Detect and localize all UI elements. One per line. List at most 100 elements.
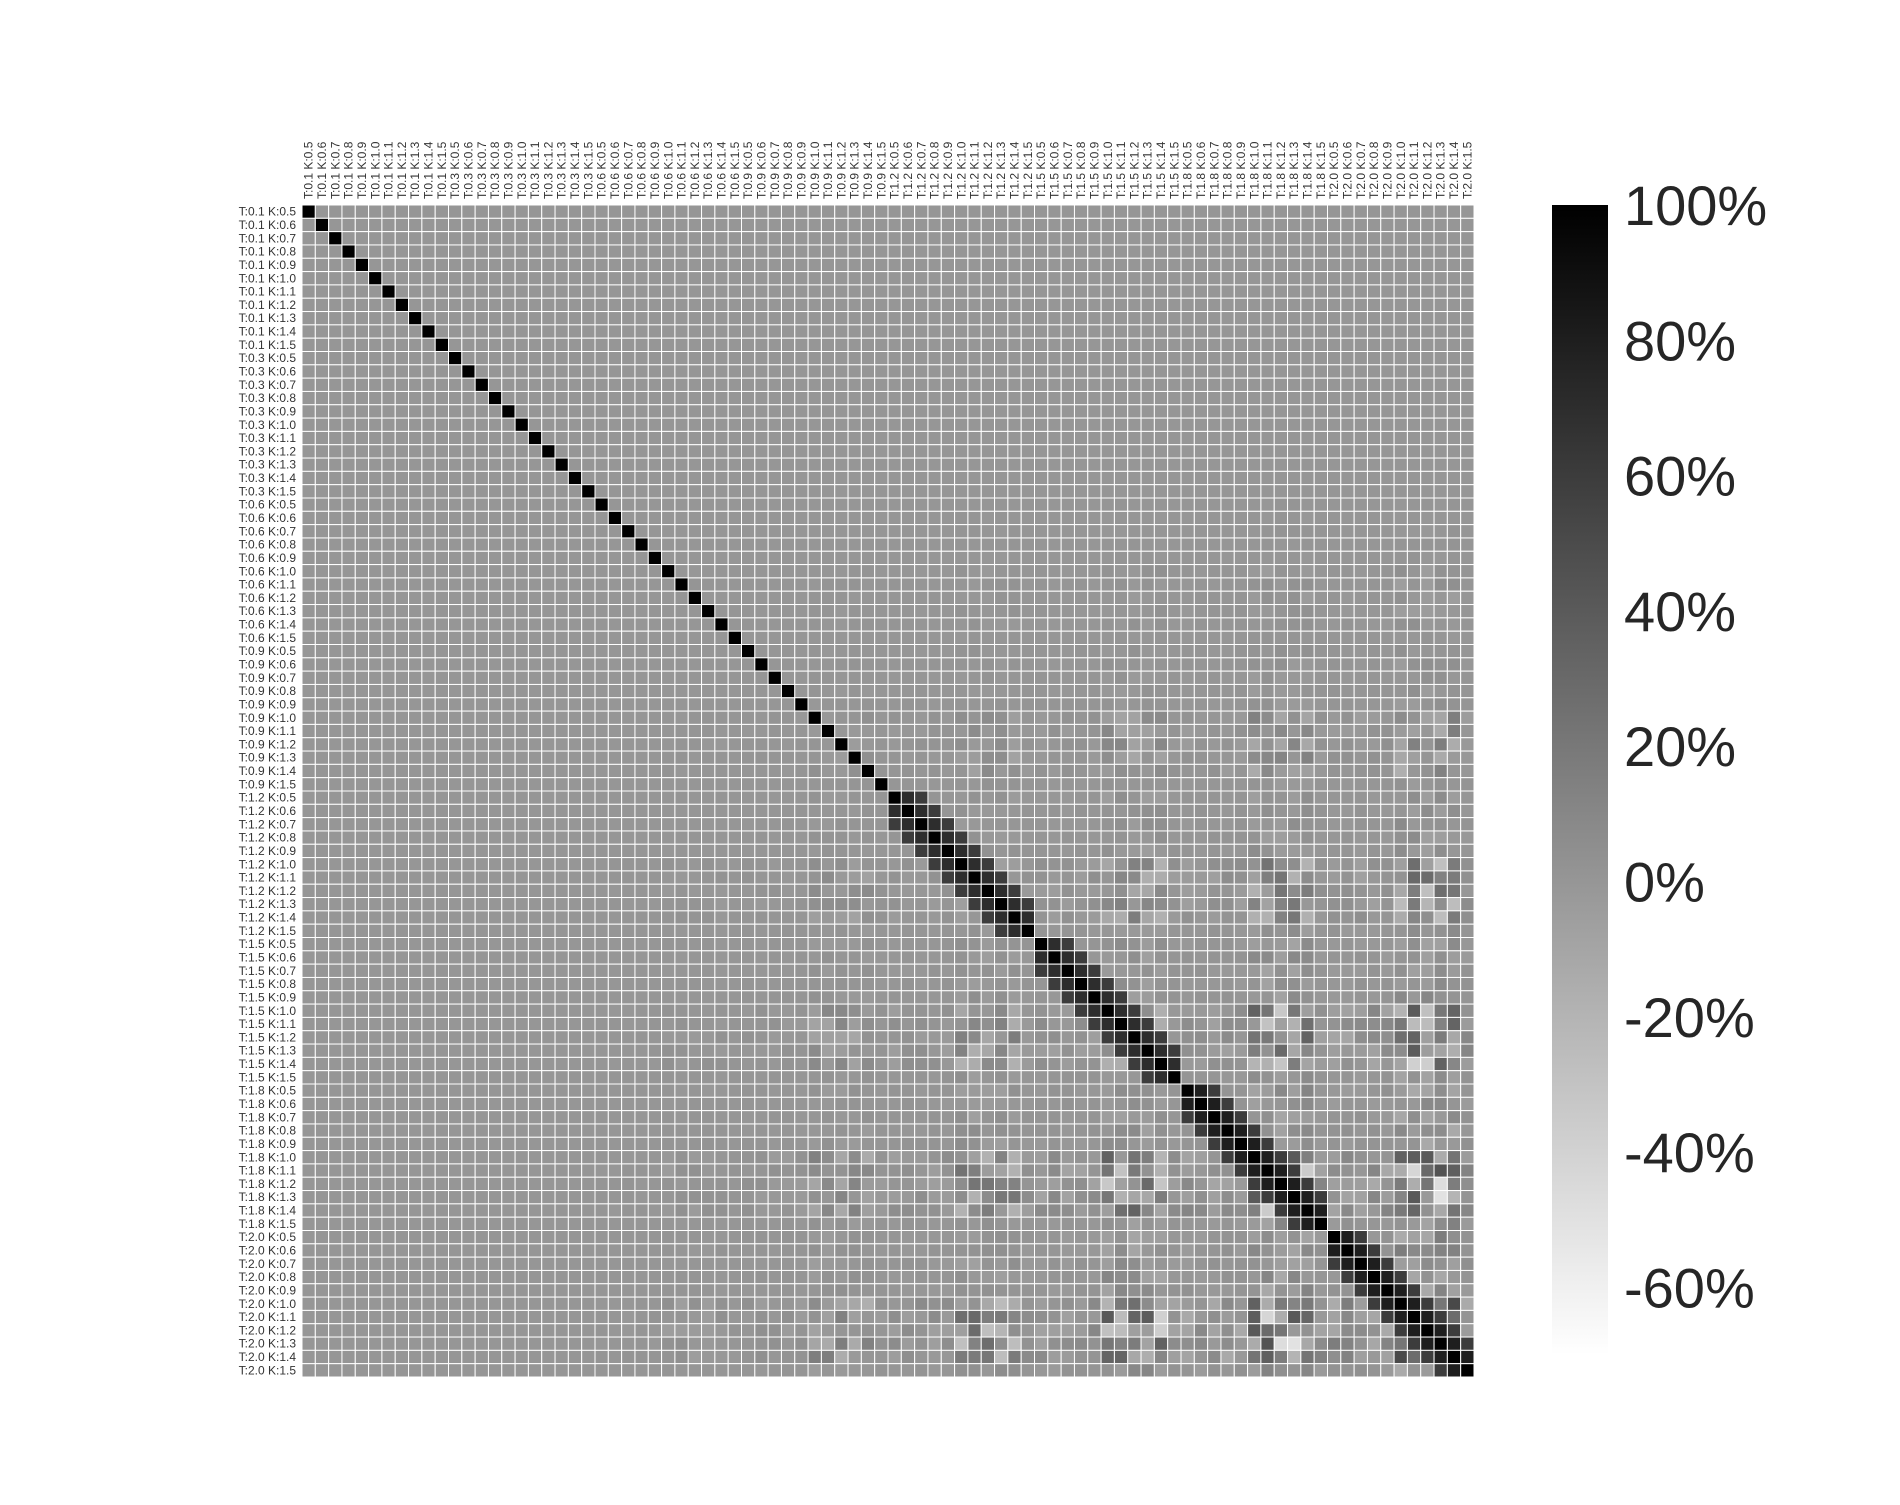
heatmap-cell	[1247, 510, 1262, 526]
heatmap-cell	[1100, 284, 1115, 299]
heatmap-cell	[341, 497, 356, 512]
heatmap-cell	[661, 897, 676, 912]
heatmap-cell	[714, 790, 729, 805]
heatmap-cell	[701, 457, 716, 472]
heatmap-cell	[1366, 910, 1382, 925]
heatmap-cell	[607, 763, 623, 779]
heatmap-cell	[1153, 763, 1169, 779]
heatmap-cell	[368, 777, 383, 792]
heatmap-cell	[807, 430, 822, 446]
heatmap-cell	[874, 337, 889, 352]
heatmap-cell	[621, 897, 636, 912]
heatmap-cell	[1273, 777, 1289, 792]
heatmap-cell	[940, 750, 956, 765]
heatmap-cell	[1153, 910, 1169, 925]
heatmap-cell	[741, 430, 756, 446]
heatmap-cell	[1366, 257, 1382, 273]
heatmap-cell	[780, 883, 796, 899]
heatmap-cell	[834, 723, 849, 739]
heatmap-cell	[727, 457, 742, 472]
heatmap-cell	[634, 510, 649, 526]
heatmap-cell	[1140, 297, 1155, 313]
heatmap-cell	[940, 590, 956, 606]
heatmap-cell	[567, 630, 583, 645]
heatmap-cell	[967, 763, 982, 779]
heatmap-cell	[1060, 484, 1075, 499]
heatmap-cell	[434, 737, 449, 752]
heatmap-cell	[368, 817, 383, 832]
heatmap-cell	[940, 204, 956, 219]
heatmap-cell	[900, 697, 916, 712]
heatmap-cell	[514, 710, 529, 725]
heatmap-cell	[501, 790, 516, 805]
heatmap-cell	[301, 897, 316, 912]
heatmap-cell	[634, 697, 649, 712]
heatmap-cell	[994, 777, 1009, 792]
heatmap-cell	[887, 204, 902, 219]
heatmap-cell	[1100, 803, 1115, 819]
heatmap-cell	[847, 777, 862, 792]
heatmap-cell	[1393, 910, 1408, 925]
heatmap-cell	[1406, 377, 1422, 392]
heatmap-cell	[328, 617, 343, 632]
heatmap-cell	[994, 497, 1009, 512]
heatmap-cell	[1433, 590, 1448, 606]
heatmap-cell	[541, 364, 556, 379]
heatmap-cell	[661, 590, 676, 606]
heatmap-cell	[554, 950, 569, 965]
heatmap-cell	[874, 857, 889, 872]
heatmap-cell	[514, 457, 529, 472]
heatmap-cell	[1233, 750, 1249, 765]
heatmap-cell	[1353, 351, 1368, 366]
heatmap-cell	[1193, 377, 1209, 392]
heatmap-cell	[1220, 777, 1235, 792]
heatmap-cell	[408, 590, 423, 606]
heatmap-cell	[687, 430, 703, 446]
heatmap-cell	[541, 404, 556, 419]
heatmap-cell	[914, 750, 929, 765]
heatmap-cell	[474, 444, 489, 459]
heatmap-cell	[714, 244, 729, 259]
heatmap-cell	[541, 577, 556, 592]
heatmap-cell	[1393, 923, 1408, 938]
heatmap-cell	[461, 683, 476, 699]
heatmap-cell	[1420, 470, 1435, 486]
heatmap-cell	[1127, 710, 1142, 725]
heatmap-cell	[741, 737, 756, 752]
heatmap-cell	[607, 564, 623, 579]
heatmap-cell	[1287, 537, 1302, 552]
heatmap-cell	[780, 737, 796, 752]
heatmap-cell	[1153, 737, 1169, 752]
heatmap-cell	[1034, 564, 1049, 579]
heatmap-cell	[967, 324, 982, 339]
heatmap-cell	[1047, 390, 1062, 406]
heatmap-cell	[1047, 790, 1062, 805]
heatmap-cell	[1340, 857, 1355, 872]
heatmap-cell	[1087, 790, 1102, 805]
heatmap-cell	[434, 377, 449, 392]
heatmap-cell	[1100, 390, 1115, 406]
heatmap-cell	[1020, 817, 1035, 832]
heatmap-cell	[474, 377, 489, 392]
heatmap-cell	[541, 950, 556, 965]
heatmap-cell	[1366, 737, 1382, 752]
heatmap-cell	[567, 937, 583, 952]
heatmap-cell	[1420, 910, 1435, 925]
heatmap-cell	[1034, 337, 1049, 352]
heatmap-cell	[1340, 697, 1355, 712]
heatmap-cell	[301, 683, 316, 699]
heatmap-cell	[967, 351, 982, 366]
heatmap-cell	[900, 337, 916, 352]
heatmap-cell	[1420, 590, 1435, 606]
heatmap-cell	[567, 297, 583, 313]
heatmap-cell	[754, 630, 769, 645]
heatmap-cell	[860, 364, 876, 379]
heatmap-cell	[1193, 457, 1209, 472]
heatmap-cell	[541, 830, 556, 845]
heatmap-cell	[421, 857, 436, 872]
heatmap-cell	[514, 590, 529, 606]
heatmap-cell	[1140, 843, 1155, 859]
heatmap-cell	[554, 910, 569, 925]
heatmap-cell	[1153, 430, 1169, 446]
heatmap-cell	[1366, 430, 1382, 446]
